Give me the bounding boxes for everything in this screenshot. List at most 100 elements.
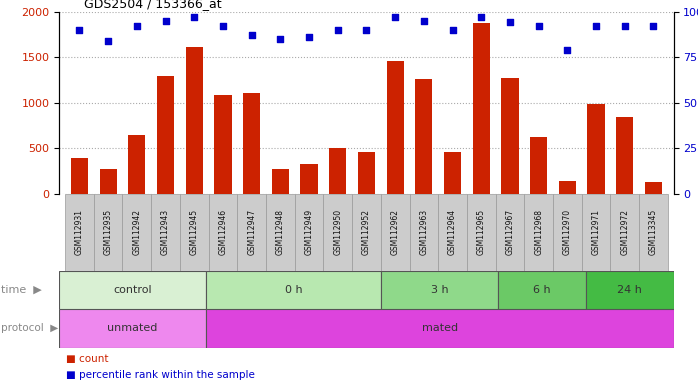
- Text: GSM112945: GSM112945: [190, 209, 199, 255]
- Point: [619, 23, 630, 29]
- Text: ■ count: ■ count: [66, 354, 109, 364]
- Bar: [410, 194, 438, 271]
- Text: GSM112963: GSM112963: [419, 209, 429, 255]
- Point: [505, 19, 516, 25]
- Text: GSM112942: GSM112942: [133, 209, 141, 255]
- Point: [275, 36, 286, 42]
- Bar: [586, 271, 674, 309]
- Text: GSM112971: GSM112971: [592, 209, 600, 255]
- Point: [332, 27, 343, 33]
- Text: protocol  ▶: protocol ▶: [1, 323, 59, 333]
- Bar: [358, 152, 375, 194]
- Bar: [530, 137, 547, 194]
- Text: GSM112948: GSM112948: [276, 209, 285, 255]
- Bar: [553, 194, 581, 271]
- Bar: [616, 118, 633, 194]
- Bar: [611, 194, 639, 271]
- Point: [74, 27, 85, 33]
- Point: [246, 32, 258, 38]
- Bar: [645, 182, 662, 194]
- Text: GSM112968: GSM112968: [534, 209, 543, 255]
- Point: [304, 34, 315, 40]
- Point: [217, 23, 228, 29]
- Bar: [94, 194, 122, 271]
- Bar: [498, 271, 586, 309]
- Bar: [588, 104, 604, 194]
- Text: GSM112952: GSM112952: [362, 209, 371, 255]
- Text: GSM112931: GSM112931: [75, 209, 84, 255]
- Text: GSM112947: GSM112947: [247, 209, 256, 255]
- Bar: [100, 169, 117, 194]
- Bar: [243, 93, 260, 194]
- Text: control: control: [113, 285, 151, 295]
- Point: [533, 23, 544, 29]
- Bar: [151, 194, 180, 271]
- Point: [103, 38, 114, 44]
- Point: [475, 14, 487, 20]
- Bar: [209, 194, 237, 271]
- Bar: [206, 271, 381, 309]
- Bar: [352, 194, 381, 271]
- Bar: [329, 148, 346, 194]
- Bar: [70, 158, 88, 194]
- Text: mated: mated: [422, 323, 458, 333]
- Text: GSM112967: GSM112967: [505, 209, 514, 255]
- Text: GSM112943: GSM112943: [161, 209, 170, 255]
- Text: time  ▶: time ▶: [1, 285, 42, 295]
- Text: 6 h: 6 h: [533, 285, 551, 295]
- Bar: [186, 47, 203, 194]
- Text: GSM113345: GSM113345: [649, 209, 658, 255]
- Bar: [295, 194, 323, 271]
- Bar: [122, 194, 151, 271]
- Text: GSM112962: GSM112962: [391, 209, 400, 255]
- Point: [418, 18, 429, 24]
- Point: [131, 23, 142, 29]
- Bar: [473, 23, 490, 194]
- Point: [160, 18, 171, 24]
- Bar: [206, 309, 674, 348]
- Text: 24 h: 24 h: [617, 285, 642, 295]
- Text: GSM112972: GSM112972: [621, 209, 630, 255]
- Point: [361, 27, 372, 33]
- Bar: [559, 181, 576, 194]
- Text: ■ percentile rank within the sample: ■ percentile rank within the sample: [66, 370, 255, 380]
- Bar: [581, 194, 611, 271]
- Point: [648, 23, 659, 29]
- Text: 0 h: 0 h: [285, 285, 302, 295]
- Text: GSM112964: GSM112964: [448, 209, 457, 255]
- Bar: [65, 194, 94, 271]
- Point: [389, 14, 401, 20]
- Bar: [496, 194, 524, 271]
- Text: GSM112970: GSM112970: [563, 209, 572, 255]
- Bar: [467, 194, 496, 271]
- Bar: [300, 164, 318, 194]
- Bar: [415, 79, 433, 194]
- Bar: [237, 194, 266, 271]
- Bar: [128, 135, 145, 194]
- Text: GSM112946: GSM112946: [218, 209, 228, 255]
- Bar: [272, 169, 289, 194]
- Bar: [381, 194, 410, 271]
- Point: [591, 23, 602, 29]
- Text: GSM112935: GSM112935: [103, 209, 112, 255]
- Bar: [266, 194, 295, 271]
- Bar: [59, 309, 206, 348]
- Point: [188, 14, 200, 20]
- Text: GDS2504 / 153366_at: GDS2504 / 153366_at: [84, 0, 221, 10]
- Bar: [444, 152, 461, 194]
- Bar: [214, 94, 232, 194]
- Bar: [501, 78, 519, 194]
- Text: GSM112949: GSM112949: [304, 209, 313, 255]
- Text: 3 h: 3 h: [431, 285, 448, 295]
- Bar: [323, 194, 352, 271]
- Bar: [381, 271, 498, 309]
- Bar: [180, 194, 209, 271]
- Bar: [524, 194, 553, 271]
- Bar: [639, 194, 668, 271]
- Text: GSM112965: GSM112965: [477, 209, 486, 255]
- Text: GSM112950: GSM112950: [333, 209, 342, 255]
- Text: unmated: unmated: [107, 323, 158, 333]
- Point: [447, 27, 458, 33]
- Bar: [387, 61, 403, 194]
- Bar: [438, 194, 467, 271]
